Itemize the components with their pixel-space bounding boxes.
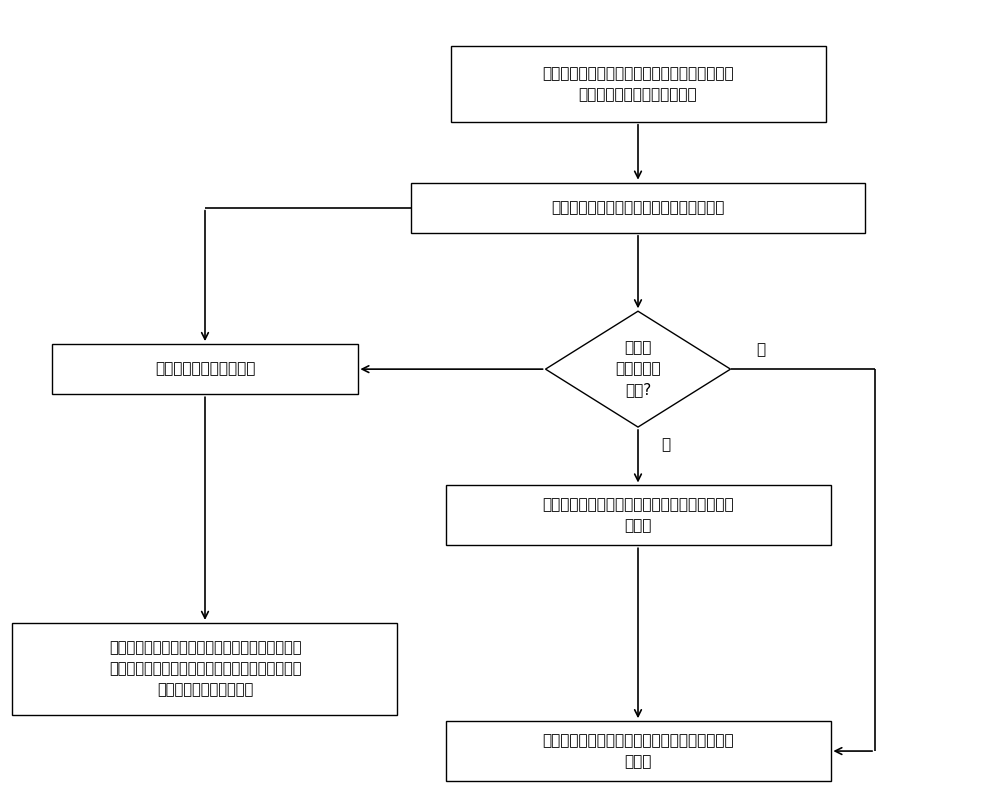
Text: 探测器反馈自检测成功信号至火灾报警控制器进
行提示: 探测器反馈自检测成功信号至火灾报警控制器进 行提示 (542, 497, 734, 534)
Polygon shape (546, 311, 730, 427)
FancyBboxPatch shape (446, 721, 830, 781)
FancyBboxPatch shape (450, 46, 826, 121)
FancyBboxPatch shape (446, 485, 830, 545)
Text: 当需要撤销光学自检测时: 当需要撤销光学自检测时 (155, 362, 255, 376)
Text: 是: 是 (661, 437, 671, 452)
Text: 探测器
自检测是否
成功?: 探测器 自检测是否 成功? (615, 340, 661, 398)
Text: 指定探测器采用电控减光的方式进行自检测: 指定探测器采用电控减光的方式进行自检测 (551, 201, 725, 215)
Text: 配套的火灾报警控制器通过通信协议发送撤销请求
至指定地址的探测器中，指定探测器停止自检测，
并反馈撤销成功信号至中: 配套的火灾报警控制器通过通信协议发送撤销请求 至指定地址的探测器中，指定探测器停… (109, 640, 301, 698)
FancyBboxPatch shape (52, 344, 358, 394)
FancyBboxPatch shape (12, 623, 397, 714)
Text: 探测器反馈自检测失败信号至火灾报警控制器进
行提示: 探测器反馈自检测失败信号至火灾报警控制器进 行提示 (542, 733, 734, 769)
Text: 配套的火灾报警控制器通过通信协议发送光束自
检请求至指定地址的探测器中: 配套的火灾报警控制器通过通信协议发送光束自 检请求至指定地址的探测器中 (542, 66, 734, 102)
FancyBboxPatch shape (411, 182, 865, 233)
Text: 否: 否 (756, 342, 765, 356)
